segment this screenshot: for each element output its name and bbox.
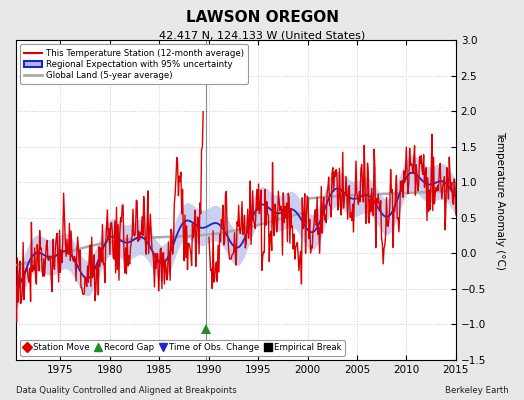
Text: Berkeley Earth: Berkeley Earth bbox=[444, 386, 508, 395]
Y-axis label: Temperature Anomaly (°C): Temperature Anomaly (°C) bbox=[496, 130, 506, 270]
Text: 42.417 N, 124.133 W (United States): 42.417 N, 124.133 W (United States) bbox=[159, 30, 365, 40]
Text: LAWSON OREGON: LAWSON OREGON bbox=[185, 10, 339, 25]
Text: Data Quality Controlled and Aligned at Breakpoints: Data Quality Controlled and Aligned at B… bbox=[16, 386, 236, 395]
Legend: Station Move, Record Gap, Time of Obs. Change, Empirical Break: Station Move, Record Gap, Time of Obs. C… bbox=[20, 340, 345, 356]
